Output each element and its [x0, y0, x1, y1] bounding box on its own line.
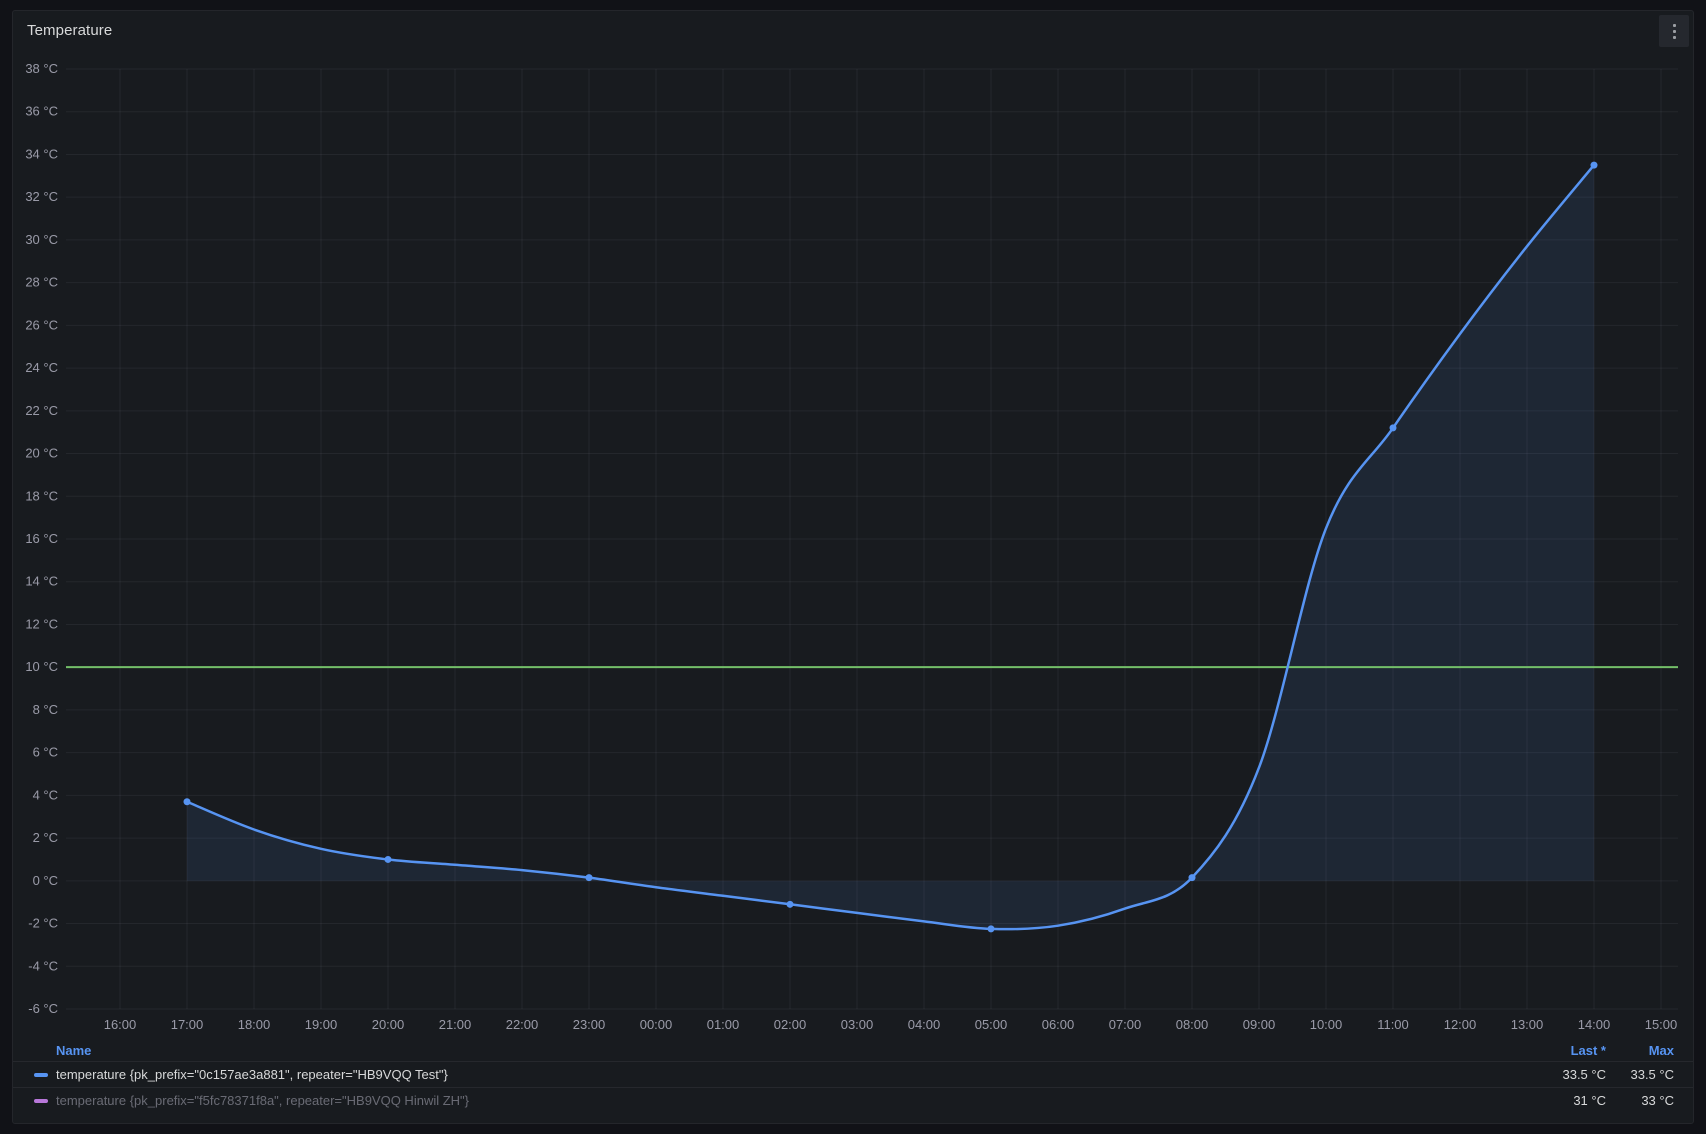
- x-axis-tick-label: 18:00: [238, 1017, 271, 1032]
- temperature-chart[interactable]: -6 °C -4 °C -2 °C 0 °C 2 °C 4 °C 6 °C 8 °C 10 °C…: [13, 11, 1695, 1125]
- y-axis-tick-label: 26 °C: [25, 317, 58, 332]
- x-axis-tick-label: 09:00: [1243, 1017, 1276, 1032]
- y-axis-tick-label: 12 °C: [25, 616, 58, 631]
- series-line: [185, 163, 1596, 931]
- y-axis-tick-label: 36 °C: [25, 104, 58, 119]
- y-axis-tick-label: 2 °C: [33, 830, 58, 845]
- x-axis-tick-label: 22:00: [506, 1017, 539, 1032]
- legend-series-name[interactable]: temperature {pk_prefix="0c157ae3a881", r…: [56, 1067, 448, 1082]
- y-axis-tick-label: 0 °C: [33, 873, 58, 888]
- data-point-marker[interactable]: [183, 798, 191, 806]
- y-axis-tick-label: 38 °C: [25, 61, 58, 76]
- y-axis-tick-label: 6 °C: [33, 745, 58, 760]
- x-axis-tick-label: 16:00: [104, 1017, 137, 1032]
- x-axis-tick-label: 11:00: [1377, 1017, 1409, 1032]
- x-axis-tick-label: 13:00: [1511, 1017, 1544, 1032]
- x-axis-tick-label: 15:00: [1645, 1017, 1678, 1032]
- x-axis-tick-label: 07:00: [1109, 1017, 1142, 1032]
- y-axis-tick-label: 24 °C: [25, 360, 58, 375]
- legend-last-value: 31 °C: [1573, 1093, 1606, 1108]
- x-axis-tick-label: 00:00: [640, 1017, 673, 1032]
- y-axis-tick-label: 22 °C: [25, 403, 58, 418]
- y-axis-tick-label: 14 °C: [25, 574, 58, 589]
- x-axis-tick-label: 12:00: [1444, 1017, 1477, 1032]
- x-axis-tick-label: 19:00: [305, 1017, 338, 1032]
- data-point-marker[interactable]: [786, 900, 794, 908]
- x-axis-tick-label: 01:00: [707, 1017, 740, 1032]
- x-axis-tick-label: 05:00: [975, 1017, 1008, 1032]
- data-point-marker[interactable]: [1590, 161, 1598, 169]
- data-point-marker[interactable]: [1389, 424, 1397, 432]
- panel-menu-button[interactable]: [1659, 15, 1689, 47]
- legend-header-last[interactable]: Last *: [1570, 1042, 1606, 1058]
- kebab-menu-icon: [1672, 23, 1676, 39]
- x-axis-tick-label: 17:00: [171, 1017, 204, 1032]
- y-axis-tick-label: -4 °C: [28, 958, 58, 973]
- series-color-icon[interactable]: [34, 1098, 48, 1103]
- legend-header-row: Name Last * Max: [13, 1039, 1693, 1061]
- y-axis-tick-label: 18 °C: [25, 488, 58, 503]
- x-axis-tick-label: 04:00: [908, 1017, 941, 1032]
- legend-row: temperature {pk_prefix="0c157ae3a881", r…: [13, 1061, 1693, 1087]
- y-axis-tick-label: 8 °C: [33, 702, 58, 717]
- x-axis-tick-label: 06:00: [1042, 1017, 1075, 1032]
- legend-series-name[interactable]: temperature {pk_prefix="f5fc78371f8a", r…: [56, 1093, 470, 1108]
- series-area-fill: [187, 165, 1594, 930]
- x-axis-tick-label: 14:00: [1578, 1017, 1611, 1032]
- legend-table: Name Last * Max temperature {pk_prefix="…: [13, 1039, 1693, 1113]
- y-axis-tick-label: 20 °C: [25, 446, 58, 461]
- y-axis-tick-label: -2 °C: [28, 916, 58, 931]
- legend-row: temperature {pk_prefix="f5fc78371f8a", r…: [13, 1087, 1693, 1113]
- legend-max-value: 33 °C: [1641, 1093, 1674, 1108]
- data-point-marker[interactable]: [1188, 874, 1196, 882]
- x-axis-tick-label: 03:00: [841, 1017, 874, 1032]
- x-axis-tick-label: 20:00: [372, 1017, 405, 1032]
- y-axis-tick-label: 28 °C: [25, 275, 58, 290]
- y-axis-tick-label: 30 °C: [25, 232, 58, 247]
- x-axis-tick-label: 10:00: [1310, 1017, 1343, 1032]
- legend-header-name[interactable]: Name: [56, 1042, 92, 1058]
- y-axis-tick-label: 32 °C: [25, 189, 58, 204]
- data-point-marker[interactable]: [585, 874, 593, 882]
- temperature-panel: Temperature -6 °C -4 °C -2 °C 0 °C 2 °C 4 °C 6…: [12, 10, 1694, 1124]
- y-axis-tick-label: 4 °C: [33, 787, 58, 802]
- data-point-marker[interactable]: [384, 855, 392, 863]
- legend-header-max[interactable]: Max: [1648, 1042, 1674, 1058]
- x-axis-tick-label: 23:00: [573, 1017, 606, 1032]
- legend-last-value: 33.5 °C: [1562, 1067, 1606, 1082]
- series-color-icon[interactable]: [34, 1072, 48, 1077]
- y-axis-tick-label: 34 °C: [25, 146, 58, 161]
- panel-header: Temperature: [13, 11, 1693, 49]
- panel-title: Temperature: [27, 22, 113, 39]
- x-axis-tick-label: 08:00: [1176, 1017, 1209, 1032]
- y-axis-tick-label: 16 °C: [25, 531, 58, 546]
- y-axis-tick-label: -6 °C: [28, 1001, 58, 1016]
- data-point-marker[interactable]: [987, 925, 995, 933]
- x-axis-tick-label: 02:00: [774, 1017, 807, 1032]
- x-axis-tick-label: 21:00: [439, 1017, 472, 1032]
- y-axis-tick-label: 10 °C: [25, 659, 58, 674]
- legend-rows: temperature {pk_prefix="0c157ae3a881", r…: [13, 1061, 1693, 1113]
- legend-max-value: 33.5 °C: [1630, 1067, 1674, 1082]
